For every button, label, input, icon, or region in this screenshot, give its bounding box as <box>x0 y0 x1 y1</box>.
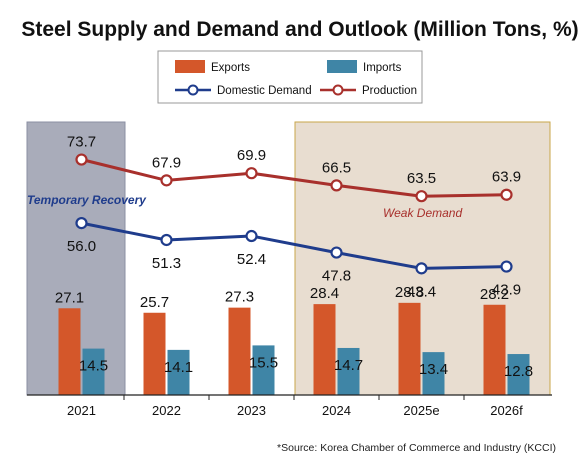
point-production-2021 <box>75 153 88 166</box>
point-domestic-demand-2024 <box>330 246 343 259</box>
bar-exports-2026f <box>483 304 506 395</box>
legend: Exports Imports Domestic Demand Production <box>157 50 423 104</box>
point-label-domestic-demand-2024: 47.8 <box>322 268 351 285</box>
bar-imports-2021 <box>82 348 105 395</box>
bar-label-exports-2024: 28.4 <box>310 285 339 302</box>
point-domestic-demand-2021 <box>75 217 88 230</box>
bar-label-imports-2023: 15.5 <box>249 354 278 371</box>
bar-label-imports-2026f: 12.8 <box>504 363 533 380</box>
chart-title: Steel Supply and Demand and Outlook (Mil… <box>21 18 578 41</box>
legend-label-exports: Exports <box>211 62 250 74</box>
x-tick-label-2024: 2024 <box>322 403 351 418</box>
point-label-domestic-demand-2023: 52.4 <box>237 251 266 268</box>
point-production-2023 <box>245 167 258 180</box>
data-labels: 27.1 25.7 27.3 28.4 28.8 28.2 14.5 14.1 15.5 14.7… <box>55 134 533 380</box>
point-domestic-demand-2026f <box>500 260 513 273</box>
point-label-production-2024: 66.5 <box>322 159 351 176</box>
legend-box <box>157 50 423 104</box>
annotations: Temporary Recovery Weak Demand <box>27 193 462 220</box>
bar-label-imports-2022: 14.1 <box>164 359 193 376</box>
point-domestic-demand-2025e <box>415 262 428 275</box>
point-production-2025e <box>415 190 428 203</box>
x-axis: 2021 2022 2023 2024 2025e 2026f <box>27 394 552 418</box>
legend-label-imports: Imports <box>363 62 402 74</box>
bar-label-exports-2021: 27.1 <box>55 289 84 306</box>
point-label-domestic-demand-2025e: 43.4 <box>407 283 436 300</box>
bar-label-exports-2023: 27.3 <box>225 289 254 306</box>
bar-exports-2022 <box>143 312 166 395</box>
point-production-2026f <box>500 188 513 201</box>
lines <box>75 153 513 275</box>
point-label-domestic-demand-2026f: 43.9 <box>492 282 521 299</box>
bar-label-imports-2021: 14.5 <box>79 358 108 375</box>
legend-label-domestic-demand: Domestic Demand <box>217 85 312 97</box>
point-label-production-2022: 67.9 <box>152 154 181 171</box>
bars <box>58 302 530 395</box>
x-tick-label-2022: 2022 <box>152 403 181 418</box>
legend-swatch-exports <box>175 60 205 73</box>
legend-marker-domestic-demand <box>187 84 199 96</box>
annotation-temporary-recovery: Temporary Recovery <box>27 193 147 207</box>
bar-exports-2025e <box>398 302 421 395</box>
point-domestic-demand-2023 <box>245 229 258 243</box>
bar-imports-2026f <box>507 354 530 395</box>
legend-swatch-imports <box>327 60 357 73</box>
point-label-production-2023: 69.9 <box>237 147 266 164</box>
line-production <box>81 158 507 198</box>
highlight-regions <box>26 121 551 396</box>
legend-label-production: Production <box>362 85 417 97</box>
line-domestic-demand <box>81 221 507 270</box>
bar-label-imports-2025e: 13.4 <box>419 361 448 378</box>
point-label-domestic-demand-2021: 56.0 <box>67 238 96 255</box>
bar-imports-2025e <box>422 352 445 395</box>
bar-imports-2023 <box>252 345 275 395</box>
bar-exports-2021 <box>58 308 81 395</box>
point-label-production-2026f: 63.9 <box>492 169 521 186</box>
source-note: *Source: Korea Chamber of Commerce and I… <box>277 442 556 454</box>
annotation-weak-demand: Weak Demand <box>383 206 462 220</box>
bar-label-exports-2025e: 28.8 <box>395 284 424 301</box>
point-label-production-2025e: 63.5 <box>407 170 436 187</box>
bar-label-exports-2026f: 28.2 <box>480 286 509 303</box>
point-label-production-2021: 73.7 <box>67 134 96 151</box>
bar-exports-2023 <box>228 307 251 395</box>
bar-exports-2024 <box>313 304 336 395</box>
bar-imports-2024 <box>337 347 360 395</box>
legend-marker-production <box>332 84 344 96</box>
x-tick-label-2026f: 2026f <box>490 403 523 418</box>
x-tick-label-2025e: 2025e <box>403 403 439 418</box>
point-label-domestic-demand-2022: 51.3 <box>152 255 181 272</box>
x-tick-label-2023: 2023 <box>237 403 266 418</box>
bar-label-exports-2022: 25.7 <box>140 294 169 311</box>
point-domestic-demand-2022 <box>160 233 173 247</box>
x-tick-label-2021: 2021 <box>67 403 96 418</box>
bar-label-imports-2024: 14.7 <box>334 357 363 374</box>
bar-imports-2022 <box>167 349 190 395</box>
point-production-2022 <box>160 174 173 187</box>
point-production-2024 <box>330 179 343 192</box>
